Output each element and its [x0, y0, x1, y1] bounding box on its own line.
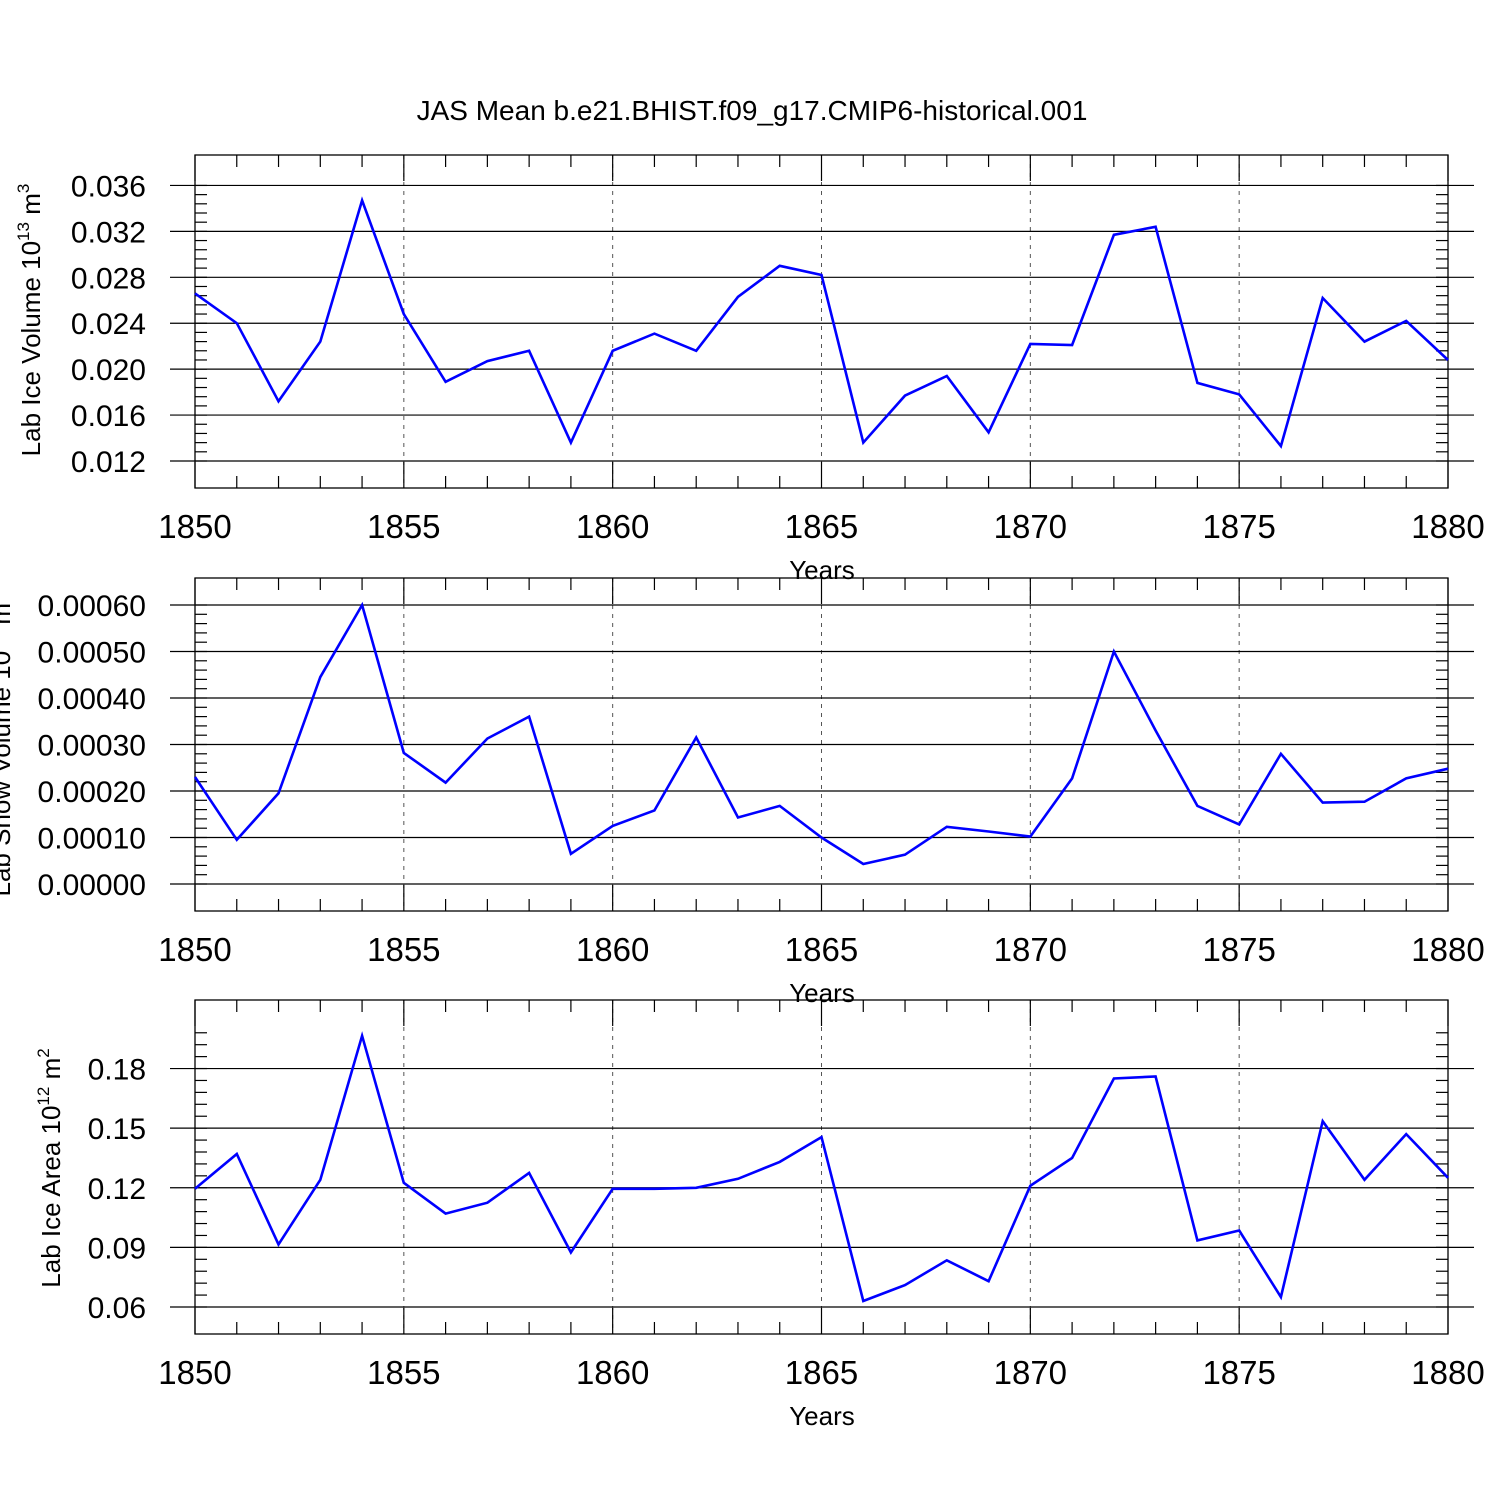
- y-axis-label: Lab Ice Area 1012 m2: [34, 1048, 66, 1287]
- x-tick-label: 1865: [785, 931, 858, 968]
- x-tick-label: 1860: [576, 1354, 649, 1391]
- y-axis-label: Lab Ice Volume 1013 m3: [14, 184, 46, 457]
- x-tick-label: 1875: [1202, 1354, 1275, 1391]
- y-tick-label: 0.028: [71, 262, 146, 295]
- x-axis-label: Years: [789, 1401, 855, 1431]
- y-tick-label: 0.012: [71, 446, 146, 479]
- figure-title: JAS Mean b.e21.BHIST.f09_g17.CMIP6-histo…: [417, 95, 1088, 126]
- x-tick-label: 1870: [994, 1354, 1067, 1391]
- x-tick-label: 1880: [1411, 1354, 1484, 1391]
- x-tick-label: 1855: [367, 931, 440, 968]
- y-tick-label: 0.016: [71, 400, 146, 433]
- y-tick-label: 0.020: [71, 354, 146, 387]
- x-tick-label: 1870: [994, 508, 1067, 545]
- x-tick-label: 1860: [576, 508, 649, 545]
- x-tick-label: 1850: [158, 1354, 231, 1391]
- y-tick-label: 0.00000: [38, 869, 146, 902]
- x-tick-label: 1865: [785, 508, 858, 545]
- x-tick-label: 1875: [1202, 508, 1275, 545]
- x-tick-label: 1875: [1202, 931, 1275, 968]
- y-tick-label: 0.00060: [38, 590, 146, 623]
- y-tick-label: 0.15: [88, 1113, 146, 1146]
- x-tick-label: 1860: [576, 931, 649, 968]
- y-tick-label: 0.12: [88, 1173, 146, 1206]
- y-tick-label: 0.09: [88, 1232, 146, 1265]
- y-tick-label: 0.00040: [38, 683, 146, 716]
- y-tick-label: 0.036: [71, 170, 146, 203]
- y-tick-label: 0.06: [88, 1292, 146, 1325]
- y-tick-label: 0.032: [71, 216, 146, 249]
- y-tick-label: 0.18: [88, 1054, 146, 1087]
- x-tick-label: 1880: [1411, 508, 1484, 545]
- y-tick-label: 0.024: [71, 308, 146, 341]
- y-tick-label: 0.00030: [38, 730, 146, 763]
- x-tick-label: 1850: [158, 508, 231, 545]
- x-tick-label: 1850: [158, 931, 231, 968]
- y-axis-label: Lab Snow Volume 1013 m3: [0, 593, 16, 896]
- panel-2: 0.00000 0.00010 0.00020 0.00030 0.00040 0.000…: [0, 577, 1485, 1008]
- y-tick-label: 0.00050: [38, 637, 146, 670]
- panels: 0.012 0.016 0.020 0.024 0.028 0.032 0.036 1850 1…: [0, 154, 1485, 1431]
- x-tick-label: 1870: [994, 931, 1067, 968]
- x-tick-label: 1855: [367, 508, 440, 545]
- x-tick-label: 1880: [1411, 931, 1484, 968]
- y-tick-label: 0.00010: [38, 823, 146, 856]
- x-tick-label: 1865: [785, 1354, 858, 1391]
- y-tick-label: 0.00020: [38, 776, 146, 809]
- panel-3: 0.06 0.09 0.12 0.15 0.18 1850 1855 1860 1865 1870…: [34, 999, 1485, 1431]
- x-tick-label: 1855: [367, 1354, 440, 1391]
